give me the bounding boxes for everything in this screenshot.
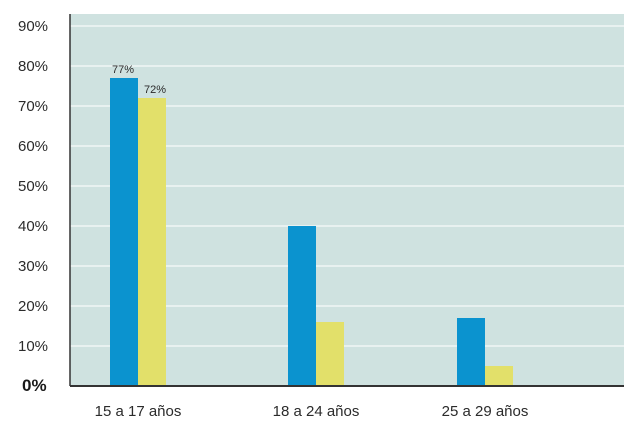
y-axis: 0% 10% 20% 30% 40% 50% 60% 70% 80% 90% (18, 14, 71, 395)
y-tick-label: 70% (18, 98, 48, 115)
bar (138, 98, 166, 386)
bars: 77% 72% (110, 64, 513, 386)
y-tick-label: 50% (18, 178, 48, 195)
y-tick-label: 20% (18, 298, 48, 315)
y-tick-label: 40% (18, 218, 48, 235)
data-label: 77% (112, 64, 134, 76)
bar (485, 366, 513, 386)
bar (457, 318, 485, 386)
x-tick-label: 18 a 24 años (273, 403, 360, 420)
bar (110, 78, 138, 386)
y-tick-label: 30% (18, 258, 48, 275)
bar (316, 322, 344, 386)
y-tick-label: 60% (18, 138, 48, 155)
y-tick-label: 0% (22, 376, 47, 395)
x-tick-label: 25 a 29 años (442, 403, 529, 420)
x-tick-label: 15 a 17 años (95, 403, 182, 420)
bar (288, 226, 316, 386)
data-label: 72% (144, 84, 166, 96)
y-tick-label: 10% (18, 338, 48, 355)
y-tick-label: 90% (18, 18, 48, 35)
y-tick-label: 80% (18, 58, 48, 75)
x-axis: 15 a 17 años 18 a 24 años 25 a 29 años (70, 385, 624, 420)
